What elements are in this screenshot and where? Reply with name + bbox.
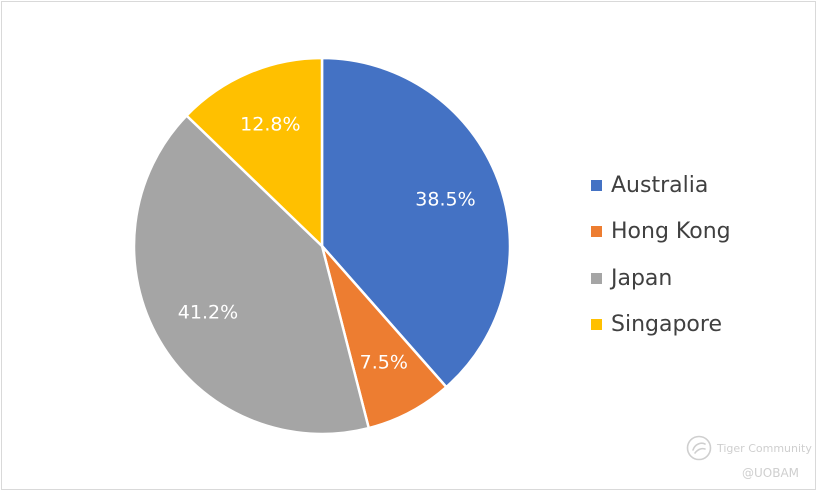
legend-label: Hong Kong <box>611 219 731 245</box>
legend-swatch <box>591 226 602 238</box>
legend-item-singapore: Singapore <box>591 302 731 349</box>
legend-item-hong-kong: Hong Kong <box>591 209 731 256</box>
data-label-hong-kong: 7.5% <box>360 352 408 374</box>
legend-label: Australia <box>611 172 709 198</box>
pie-slice-japan <box>132 114 371 436</box>
chart-legend: Australia Hong Kong Japan Singapore <box>591 162 731 348</box>
data-label-singapore: 12.8% <box>240 114 300 136</box>
legend-swatch <box>591 179 602 191</box>
watermark-handle: @UOBAM <box>742 466 800 480</box>
legend-label: Singapore <box>611 312 722 338</box>
pie-slice-singapore <box>185 56 324 248</box>
legend-label: Japan <box>611 265 673 291</box>
tiger-logo-icon <box>686 435 712 461</box>
pie-slice-australia <box>320 56 512 389</box>
data-label-japan: 41.2% <box>178 301 238 323</box>
watermark: Tiger Community @UOBAM <box>686 432 812 486</box>
legend-swatch <box>591 272 602 284</box>
legend-item-australia: Australia <box>591 162 731 209</box>
data-label-australia: 38.5% <box>415 188 475 210</box>
legend-item-japan: Japan <box>591 255 731 302</box>
watermark-brand: Tiger Community <box>717 442 812 455</box>
legend-swatch <box>591 319 602 331</box>
